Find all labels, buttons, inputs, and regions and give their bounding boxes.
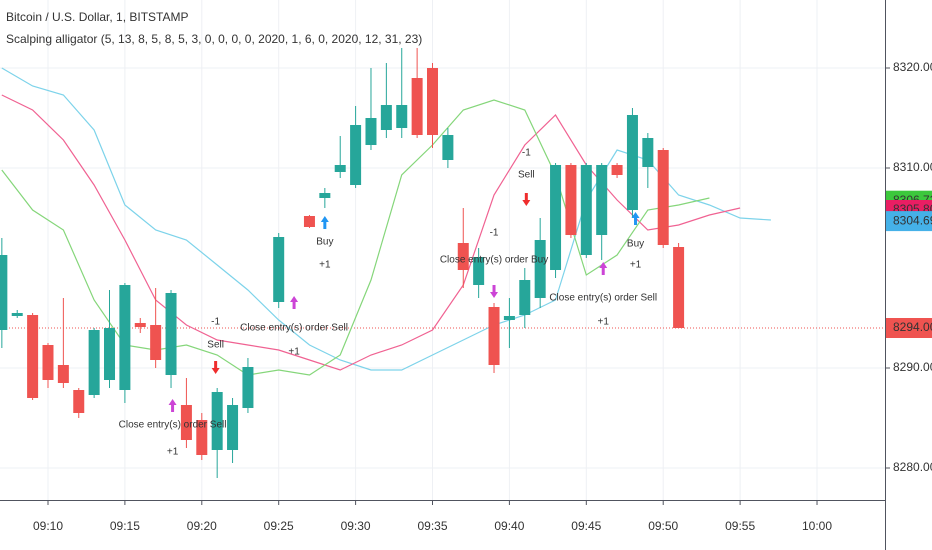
signal-arrow <box>168 399 177 412</box>
axes: 8280.00 8290.00 8310.00 8320.00 09:10 09:15 09… <box>33 60 932 533</box>
candle-body <box>242 367 254 408</box>
candle-body <box>273 237 285 302</box>
signal-arrow <box>599 262 608 275</box>
candle-body <box>42 345 54 380</box>
candle-body <box>427 68 439 135</box>
candle-body <box>380 105 392 130</box>
signal-label: Sell <box>207 340 224 351</box>
x-tick-label: 09:10 <box>33 519 63 533</box>
signal-label: Close entry(s) order Sell <box>119 420 227 431</box>
candle-body <box>473 257 485 285</box>
x-tick-label: 09:40 <box>494 519 524 533</box>
candle-body <box>565 165 577 235</box>
candle-body <box>227 405 239 450</box>
x-tick-label: 09:25 <box>264 519 294 533</box>
signal-label: +1 <box>167 447 179 458</box>
x-tick-label: 09:15 <box>110 519 140 533</box>
signal-arrow <box>631 212 640 225</box>
candle-body <box>150 325 162 360</box>
signal-label: +1 <box>319 260 331 271</box>
signal-label: -1 <box>490 228 499 239</box>
y-tick-label: 8290.00 <box>893 360 932 374</box>
candle-body <box>196 420 208 455</box>
candle-body <box>303 216 315 227</box>
candle-body <box>611 165 623 175</box>
candle-body <box>319 193 331 198</box>
candle-body <box>580 165 592 255</box>
price-label-box <box>886 318 932 338</box>
candle-body <box>134 323 146 327</box>
candle-body <box>626 115 638 210</box>
signal-label: -1 <box>522 148 531 159</box>
candle-body <box>457 243 469 270</box>
signal-arrow <box>211 361 220 374</box>
price-label: 8294.00 <box>893 320 932 334</box>
candle-body <box>180 405 192 440</box>
candle-body <box>550 165 562 270</box>
signal-label: Buy <box>627 239 644 250</box>
candle-body <box>411 78 423 135</box>
y-tick-label: 8280.00 <box>893 460 932 474</box>
candle-body <box>396 105 408 128</box>
candle-body <box>519 280 531 315</box>
candle-body <box>334 165 346 172</box>
indicator-title: Scalping alligator (5, 13, 8, 5, 8, 5, 3… <box>6 32 422 46</box>
x-tick-label: 09:35 <box>417 519 447 533</box>
x-tick-label: 09:20 <box>187 519 217 533</box>
chart-title: Bitcoin / U.S. Dollar, 1, BITSTAMP <box>6 10 189 24</box>
candle-body <box>73 390 85 413</box>
signal-label: +1 <box>288 347 300 358</box>
x-tick-label: 09:50 <box>648 519 678 533</box>
signal-arrow <box>490 285 499 298</box>
candle-body <box>350 125 362 185</box>
x-tick-label: 10:00 <box>802 519 832 533</box>
candle-body <box>119 285 131 390</box>
candle-body <box>27 315 39 398</box>
signal-label: +1 <box>598 317 610 328</box>
candle-body <box>88 330 100 395</box>
x-tick-label: 09:45 <box>571 519 601 533</box>
candle-body <box>503 316 515 320</box>
candle-body <box>488 307 500 365</box>
x-tick-label: 09:30 <box>341 519 371 533</box>
signal-label: Close entry(s) order Sell <box>549 293 657 304</box>
candle-body <box>657 150 669 245</box>
signal-label: Sell <box>518 170 535 181</box>
candle-body <box>365 118 377 145</box>
candle-body <box>442 135 454 160</box>
plot: Close entry(s) order Sell +1 -1 Sell Close e… <box>0 48 771 478</box>
candle-body <box>534 240 546 298</box>
signal-label: Buy <box>316 237 333 248</box>
candle-body <box>57 365 69 383</box>
candle-body <box>642 138 654 167</box>
candle-body <box>596 165 608 235</box>
signal-label: -1 <box>211 317 220 328</box>
candle-body <box>0 255 8 330</box>
x-tick-label: 09:55 <box>725 519 755 533</box>
candle-body <box>211 392 223 450</box>
signal-arrow <box>290 296 299 309</box>
y-tick-label: 8310.00 <box>893 160 932 174</box>
signal-label: +1 <box>630 260 642 271</box>
grid <box>0 0 885 500</box>
signal-label: Close entry(s) order Buy <box>440 255 548 266</box>
candle-body <box>11 313 23 316</box>
indicator-line <box>1 94 741 371</box>
y-tick-label: 8320.00 <box>893 60 932 74</box>
signal-arrow <box>522 193 531 206</box>
signal-arrow <box>320 216 329 229</box>
price-label-box <box>886 211 932 232</box>
candle-body <box>165 293 177 375</box>
candle-body <box>673 247 685 328</box>
signal-label: Close entry(s) order Sell <box>240 323 348 334</box>
price-label: 8304.69 <box>893 213 932 227</box>
candle-body <box>104 328 116 380</box>
